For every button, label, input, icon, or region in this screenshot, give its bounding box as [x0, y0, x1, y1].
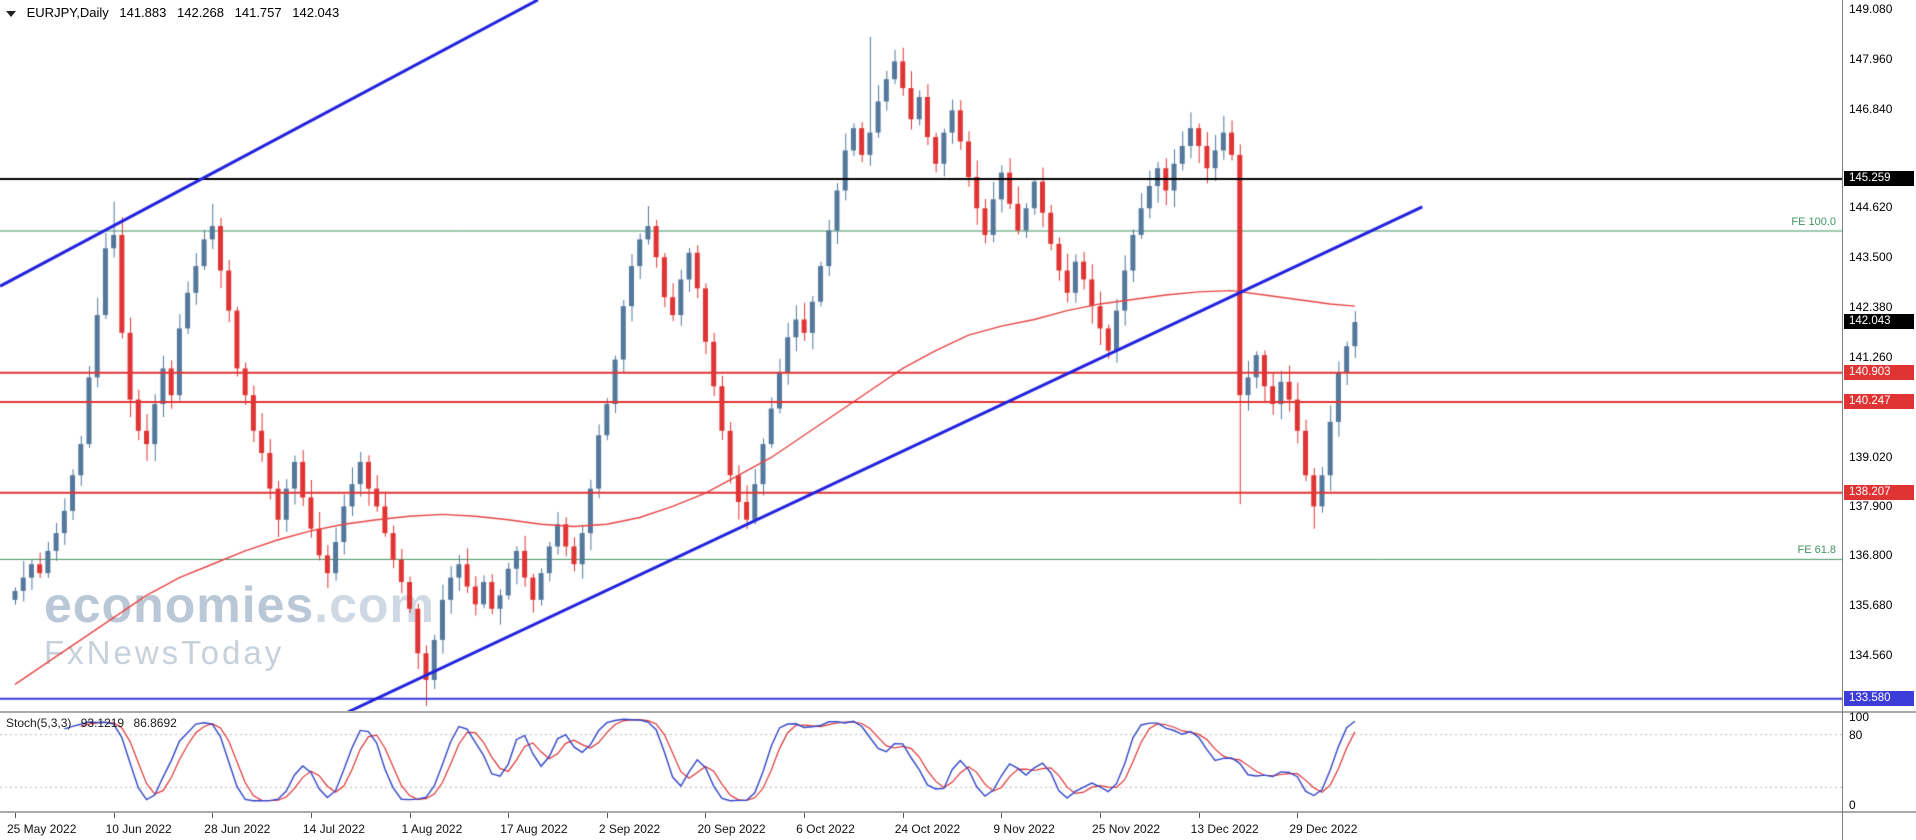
price-tick-label: 137.900	[1849, 499, 1893, 514]
date-label: 28 Jun 2022	[204, 822, 271, 836]
price-tick-label: 149.080	[1849, 1, 1893, 16]
symbol-timeframe-label: EURJPY,Daily	[26, 5, 109, 20]
time-axis-tick	[705, 813, 707, 818]
time-axis-tick	[310, 813, 312, 818]
stoch-axis-label: 0	[1849, 798, 1856, 812]
stochastic-indicator-label: Stoch(5,3,3) 93.1219 86.8692	[6, 716, 183, 730]
stoch-axis-label: 80	[1849, 727, 1863, 742]
date-label: 10 Jun 2022	[105, 822, 172, 836]
stochastic-d-value: 86.8692	[133, 716, 177, 730]
time-axis-tick	[902, 813, 904, 818]
price-badge: 138.207	[1844, 484, 1914, 500]
price-tick-label: 143.500	[1849, 250, 1893, 265]
high-value: 142.268	[177, 5, 224, 20]
price-chart-canvas[interactable]	[0, 0, 1842, 712]
price-badge: 142.043	[1844, 314, 1914, 330]
time-axis-tick	[1001, 813, 1003, 818]
stochastic-axis[interactable]: 100 80 0	[1842, 0, 1916, 840]
date-label: 20 Sep 2022	[697, 822, 766, 836]
time-axis-tick	[113, 813, 115, 818]
fib-expansion-100-label[interactable]: FE 100.0	[1791, 215, 1836, 228]
stoch-axis-label: 100	[1849, 710, 1870, 724]
price-tick-label: 136.800	[1849, 548, 1893, 563]
date-label: 6 Oct 2022	[796, 822, 855, 836]
date-label: 13 Dec 2022	[1190, 822, 1259, 836]
stochastic-canvas[interactable]	[0, 713, 1842, 811]
price-tick-label: 144.620	[1849, 200, 1893, 215]
price-badge: 140.903	[1844, 364, 1914, 380]
price-axis[interactable]: 149.080 147.960 146.840 144.620 143.500 142.3…	[1842, 0, 1916, 840]
time-axis-tick	[1100, 813, 1102, 818]
open-value: 141.883	[119, 5, 167, 20]
stochastic-name: Stoch(5,3,3)	[6, 716, 72, 730]
price-tick-label: 134.560	[1849, 648, 1893, 663]
price-badge: 145.259	[1844, 170, 1914, 186]
price-tick-label: 147.960	[1849, 51, 1893, 66]
time-axis[interactable]: 25 May 2022 10 Jun 2022 28 Jun 2022 14 Jul …	[0, 813, 1842, 840]
symbol-ohlc-header: EURJPY,Daily 141.883 142.268 141.757 142…	[6, 5, 346, 20]
date-label: 1 Aug 2022	[401, 822, 463, 836]
date-label: 25 Nov 2022	[1092, 822, 1161, 836]
stochastic-k-value: 93.1219	[80, 716, 125, 730]
chart-dropdown-icon[interactable]	[6, 10, 16, 17]
time-axis-tick	[15, 813, 16, 818]
time-axis-tick	[409, 813, 411, 818]
price-tick-label: 135.680	[1849, 598, 1893, 613]
date-label: 9 Nov 2022	[993, 822, 1055, 836]
date-label: 2 Sep 2022	[598, 822, 661, 836]
date-label: 24 Oct 2022	[894, 822, 961, 836]
date-label: 29 Dec 2022	[1289, 822, 1358, 836]
panel-separator[interactable]	[0, 811, 1916, 813]
price-tick-label: 142.380	[1849, 300, 1893, 315]
date-label: 25 May 2022	[7, 822, 77, 836]
time-axis-tick	[804, 813, 806, 818]
time-axis-tick	[1297, 813, 1299, 818]
time-axis-tick	[1198, 813, 1200, 818]
price-tick-label: 141.260	[1849, 349, 1893, 364]
price-tick-label: 139.020	[1849, 449, 1893, 464]
time-axis-tick	[606, 813, 608, 818]
price-badge: 133.580	[1844, 690, 1914, 706]
panel-separator[interactable]	[0, 711, 1916, 713]
price-tick-label: 146.840	[1849, 101, 1893, 116]
low-value: 141.757	[234, 5, 282, 20]
date-label: 17 Aug 2022	[500, 822, 568, 836]
time-axis-tick	[508, 813, 510, 818]
fib-expansion-618-label[interactable]: FE 61.8	[1797, 543, 1836, 556]
price-badge: 140.247	[1844, 393, 1914, 409]
close-value: 142.043	[292, 5, 340, 20]
time-axis-tick	[212, 813, 214, 818]
date-label: 14 Jul 2022	[302, 822, 365, 836]
price-axis-border	[1842, 0, 1843, 840]
